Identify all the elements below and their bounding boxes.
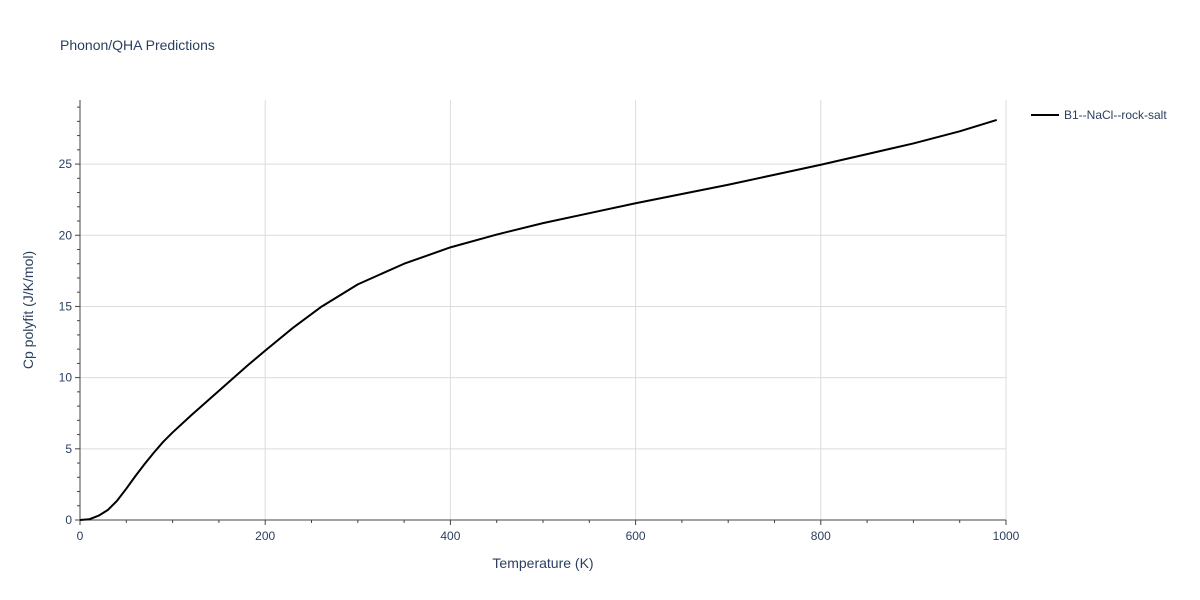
x-axis-title: Temperature (K) xyxy=(492,555,593,571)
x-tick-label: 0 xyxy=(77,529,84,543)
y-tick-label: 5 xyxy=(65,442,72,456)
x-tick-label: 600 xyxy=(626,529,646,543)
y-tick-label: 10 xyxy=(59,371,73,385)
series-line-0 xyxy=(79,118,998,521)
y-tick-label: 15 xyxy=(59,299,73,313)
series-layer xyxy=(79,118,998,521)
y-tick-label: 0 xyxy=(65,513,72,527)
x-tick-label: 1000 xyxy=(993,529,1020,543)
y-tick-label: 25 xyxy=(59,157,73,171)
axes xyxy=(75,100,1007,525)
y-axis-title: Cp polyfit (J/K/mol) xyxy=(20,251,36,369)
x-tick-label: 200 xyxy=(255,529,275,543)
tick-labels: 0 200 400 600 800 1000 0 5 10 15 20 25 xyxy=(59,157,1020,543)
chart-title: Phonon/QHA Predictions xyxy=(60,37,215,53)
x-tick-label: 400 xyxy=(440,529,460,543)
legend-label: B1--NaCl--rock-salt xyxy=(1064,108,1167,122)
y-tick-label: 20 xyxy=(59,228,73,242)
gridlines xyxy=(80,100,1007,520)
x-tick-label: 800 xyxy=(811,529,831,543)
legend[interactable]: B1--NaCl--rock-salt xyxy=(1031,108,1167,122)
